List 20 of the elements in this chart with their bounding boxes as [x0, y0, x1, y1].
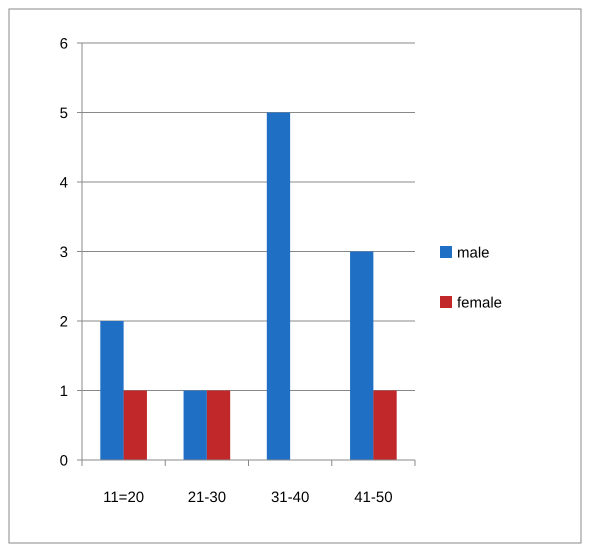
bar [373, 390, 397, 460]
x-tick-label: 41-50 [354, 489, 393, 506]
y-tick-label: 5 [60, 104, 68, 122]
y-tick-label: 1 [60, 382, 68, 400]
x-tick-label: 11=20 [103, 489, 144, 506]
y-tick-label: 0 [60, 452, 68, 470]
y-tick-label: 4 [60, 174, 68, 192]
legend-label: female [457, 294, 502, 312]
bar [206, 390, 230, 460]
y-tick-label: 2 [60, 313, 68, 330]
y-tick-label: 6 [60, 35, 68, 52]
bar [124, 390, 147, 460]
x-tick-label: 31-40 [270, 489, 310, 506]
bar [266, 112, 290, 460]
x-tick-label: 21-30 [188, 489, 226, 506]
bar [184, 390, 207, 460]
legend-label: male [457, 244, 490, 262]
bar [350, 252, 374, 460]
y-tick-label: 3 [60, 244, 68, 261]
bar [100, 321, 124, 460]
